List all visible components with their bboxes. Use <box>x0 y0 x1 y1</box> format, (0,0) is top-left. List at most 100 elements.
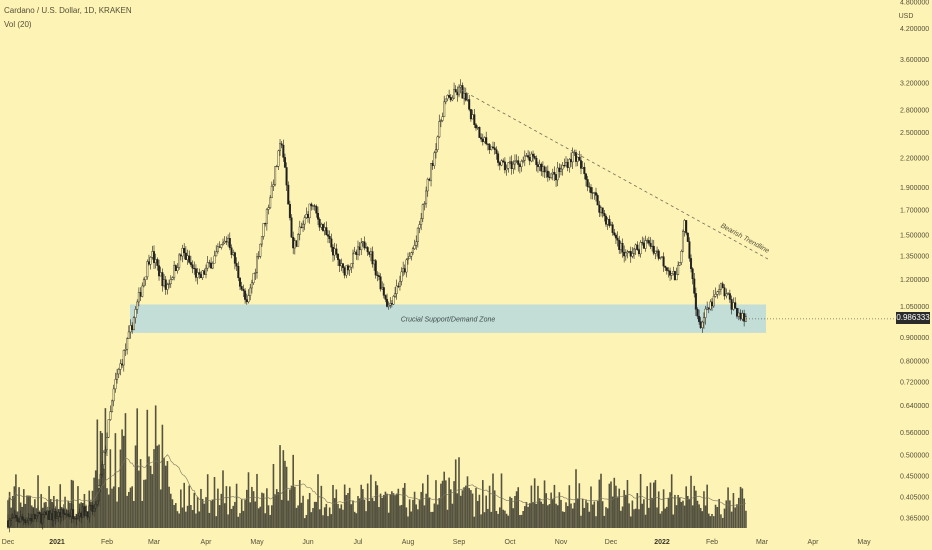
candle-body <box>313 205 316 207</box>
candle-body <box>122 350 125 366</box>
volume-bar <box>583 507 586 528</box>
candle-body <box>193 268 196 270</box>
volume-bar <box>62 508 65 528</box>
candle-body <box>646 240 649 242</box>
volume-bar <box>445 480 447 528</box>
candle-body <box>213 255 216 264</box>
candle-body <box>576 156 579 162</box>
volume-bar <box>303 518 306 528</box>
volume-bar <box>600 473 602 528</box>
candle-body <box>563 165 566 167</box>
volume-bar <box>417 509 419 528</box>
volume-bar <box>649 482 652 528</box>
volume-bar <box>166 461 169 528</box>
volume-bar <box>522 510 524 528</box>
candle-body <box>634 244 637 250</box>
candle-body <box>490 146 493 150</box>
volume-bar <box>259 506 262 528</box>
volume-bar <box>131 486 133 528</box>
candle-body <box>480 137 483 140</box>
volume-bar <box>328 507 331 528</box>
volume-bar <box>488 485 491 528</box>
volume-bar <box>678 497 681 528</box>
volume-bar <box>389 494 392 528</box>
volume-bar <box>492 473 494 528</box>
volume-bar <box>711 513 713 528</box>
candle-body <box>436 136 439 150</box>
volume-bar <box>662 489 665 528</box>
candle-body <box>736 307 739 317</box>
volume-bar <box>104 408 107 528</box>
candle-body <box>586 179 589 187</box>
candle-body <box>718 289 721 293</box>
volume-bar <box>379 493 382 528</box>
candle-body <box>481 138 484 142</box>
candle-body <box>237 266 240 279</box>
candle-body <box>513 160 516 165</box>
time-axis-tick: May <box>250 539 264 546</box>
volume-bar <box>561 511 564 528</box>
volume-bar <box>93 477 95 528</box>
volume-bar <box>348 487 351 528</box>
candle-body <box>117 369 120 375</box>
volume-bar <box>24 503 27 528</box>
volume-bar <box>181 507 184 528</box>
volume-bar <box>153 449 155 528</box>
candle-body <box>535 157 538 166</box>
candle-body <box>704 308 707 318</box>
candle-body <box>119 363 122 370</box>
volume-bar <box>527 506 529 528</box>
volume-bar <box>471 493 474 528</box>
volume-bar <box>274 494 276 528</box>
candle-body <box>707 307 710 310</box>
volume-bar <box>743 498 745 528</box>
candle-body <box>431 163 434 166</box>
candle-body <box>366 247 369 253</box>
volume-bar <box>313 501 316 528</box>
volume-bar <box>644 514 647 528</box>
price-axis-tick: 1.050000 <box>900 304 929 311</box>
candle-body <box>194 268 197 278</box>
volume-bar <box>56 499 58 528</box>
volume-bar <box>198 511 201 528</box>
candle-body <box>443 101 446 118</box>
candle-body <box>664 265 667 268</box>
volume-bar <box>641 503 644 528</box>
volume-bar <box>266 488 268 528</box>
candle-body <box>641 242 644 244</box>
volume-bar <box>378 507 380 528</box>
volume-bar <box>578 483 581 528</box>
price-axis-tick: 1.700000 <box>900 207 929 214</box>
volume-bar <box>312 508 314 528</box>
volume-bar <box>596 501 599 528</box>
volume-bar <box>483 512 486 528</box>
volume-bar <box>78 503 81 528</box>
candle-body <box>606 218 609 225</box>
candle-body <box>174 265 177 272</box>
volume-bar <box>556 505 559 528</box>
volume-bar <box>287 500 290 528</box>
candle-body <box>464 93 467 101</box>
volume-bar <box>298 480 301 528</box>
candle-body <box>198 272 201 275</box>
volume-bar <box>734 507 737 528</box>
volume-bar <box>618 488 621 528</box>
price-axis-tick: 0.405000 <box>900 495 929 502</box>
volume-bar <box>543 480 546 528</box>
volume-bar <box>408 499 411 528</box>
volume-bar <box>16 511 19 528</box>
volume-bar <box>237 516 240 528</box>
volume-bar <box>156 445 159 528</box>
volume-bar <box>45 501 47 528</box>
volume-bar <box>159 489 162 528</box>
volume-bar <box>685 486 687 528</box>
volume-bar <box>310 512 313 528</box>
volume-bar <box>322 515 324 528</box>
volume-bar <box>355 513 358 528</box>
candle-body <box>527 155 530 158</box>
volume-bar <box>629 516 632 528</box>
candle-body <box>725 293 728 297</box>
candle-body <box>528 157 531 162</box>
